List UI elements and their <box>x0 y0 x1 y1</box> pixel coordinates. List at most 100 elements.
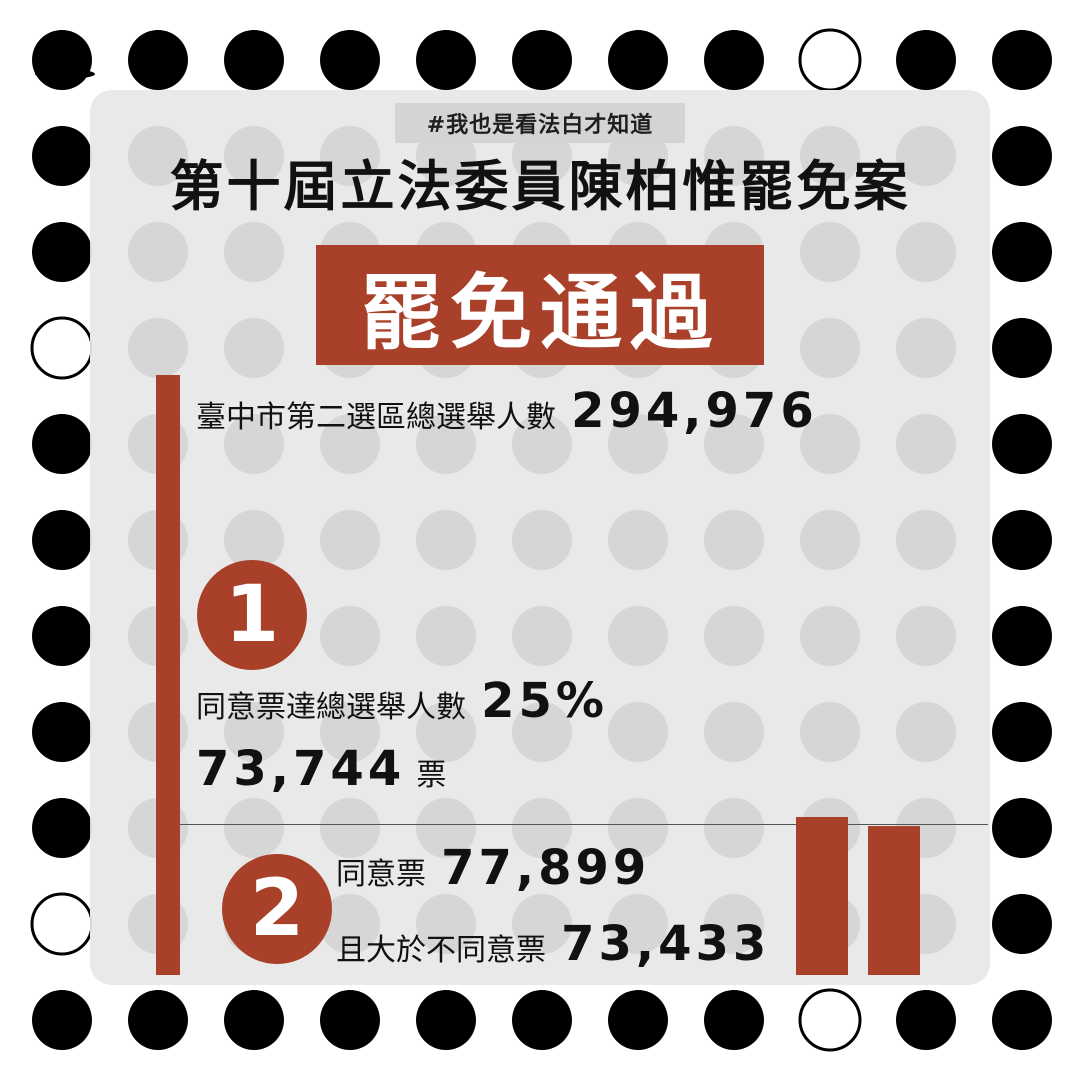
panel-dot <box>512 702 572 762</box>
panel-dot <box>90 913 92 935</box>
condition-1-votes: 73,744 <box>196 741 406 797</box>
polka-dot <box>32 222 92 282</box>
polka-dot <box>992 126 1052 186</box>
polka-dot <box>224 30 284 90</box>
accent-vertical-bar <box>156 375 180 975</box>
panel-dot <box>224 222 284 282</box>
panel-dot <box>320 126 380 186</box>
panel-dot <box>224 126 284 186</box>
polka-dot <box>32 606 92 666</box>
polka-dot <box>704 30 764 90</box>
electorate-row: 臺中市第二選區總選舉人數 294,976 <box>196 383 818 439</box>
polka-dot <box>32 414 92 474</box>
condition-1-votes-unit: 票 <box>416 758 447 793</box>
panel-dot <box>704 702 764 762</box>
panel-dot <box>416 702 476 762</box>
panel-dot <box>224 702 284 762</box>
panel-dot <box>320 798 380 858</box>
panel-dot <box>512 894 572 954</box>
polka-dot <box>512 990 572 1050</box>
panel-dot <box>128 126 188 186</box>
agree-label: 同意票 <box>336 857 426 892</box>
panel-dot <box>90 625 92 647</box>
panel-dot <box>800 414 860 474</box>
panel-dot <box>896 510 956 570</box>
polka-dot <box>992 222 1052 282</box>
condition-1-label: 同意票達總選舉人數 <box>196 690 466 725</box>
polka-dot <box>992 894 1052 954</box>
agree-votes-bar <box>796 817 848 975</box>
polka-dot <box>992 702 1052 762</box>
panel-dot <box>416 606 476 666</box>
panel-dot <box>800 510 860 570</box>
panel-dot <box>320 606 380 666</box>
polka-dot <box>608 990 668 1050</box>
panel-dot <box>416 414 476 474</box>
polka-dot <box>896 30 956 90</box>
polka-dot <box>32 126 92 186</box>
polka-dot <box>992 318 1052 378</box>
condition-1-percent: 25% <box>481 673 608 729</box>
condition-1-threshold-row: 同意票達總選舉人數 25% <box>196 673 608 729</box>
hashtag-label: #我也是看法白才知道 <box>395 103 685 143</box>
panel-dot <box>512 414 572 474</box>
panel-dot <box>800 126 860 186</box>
panel-dot <box>896 702 956 762</box>
panel-dot <box>896 318 956 378</box>
polka-dot <box>704 990 764 1050</box>
panel-dot <box>90 145 92 167</box>
polka-dot <box>416 990 476 1050</box>
section-divider <box>180 824 988 825</box>
polka-dot <box>992 510 1052 570</box>
panel-dot <box>896 606 956 666</box>
panel-dot <box>90 529 92 551</box>
disagree-label: 且大於不同意票 <box>336 933 546 968</box>
panel-dot <box>704 606 764 666</box>
panel-dot <box>704 126 764 186</box>
polka-dot <box>320 990 380 1050</box>
agree-value: 77,899 <box>441 840 651 896</box>
polka-dot <box>512 30 572 90</box>
page-title: 第十屆立法委員陳柏惟罷免案 <box>169 155 911 218</box>
condition-1-votes-row: 73,744 票 <box>196 741 446 797</box>
polka-dot <box>32 798 92 858</box>
panel-dot <box>224 510 284 570</box>
panel-dot <box>320 510 380 570</box>
disagree-value: 73,433 <box>561 916 771 972</box>
panel-dot <box>800 222 860 282</box>
panel-dot <box>320 702 380 762</box>
disagree-votes-bar <box>868 826 920 975</box>
panel-dot <box>320 414 380 474</box>
panel-dot <box>704 798 764 858</box>
panel-dot <box>608 894 668 954</box>
panel-dot <box>224 414 284 474</box>
polka-dot <box>896 990 956 1050</box>
panel-dot <box>608 606 668 666</box>
panel-dot <box>90 817 92 839</box>
electorate-label: 臺中市第二選區總選舉人數 <box>196 400 556 435</box>
disagree-votes-row: 且大於不同意票 73,433 <box>336 916 770 972</box>
polka-dot <box>128 990 188 1050</box>
electorate-value: 294,976 <box>571 383 818 439</box>
panel-dot <box>90 721 92 743</box>
polka-dot <box>416 30 476 90</box>
panel-dot <box>90 337 92 359</box>
panel-dot <box>90 241 92 263</box>
panel-dot <box>224 318 284 378</box>
panel-dot <box>320 894 380 954</box>
polka-dot <box>798 988 862 1052</box>
polka-dot <box>992 990 1052 1050</box>
panel-dot <box>128 222 188 282</box>
panel-dot <box>608 702 668 762</box>
polka-dot <box>128 30 188 90</box>
polka-dot <box>30 316 94 380</box>
vote-comparison-chart <box>796 817 920 975</box>
polka-dot <box>798 28 862 92</box>
panel-dot <box>704 510 764 570</box>
agree-votes-row: 同意票 77,899 <box>336 840 650 896</box>
panel-dot <box>608 414 668 474</box>
panel-dot <box>608 798 668 858</box>
panel-dot <box>608 510 668 570</box>
panel-dot <box>90 433 92 455</box>
condition-2-badge: 2 <box>222 854 332 964</box>
